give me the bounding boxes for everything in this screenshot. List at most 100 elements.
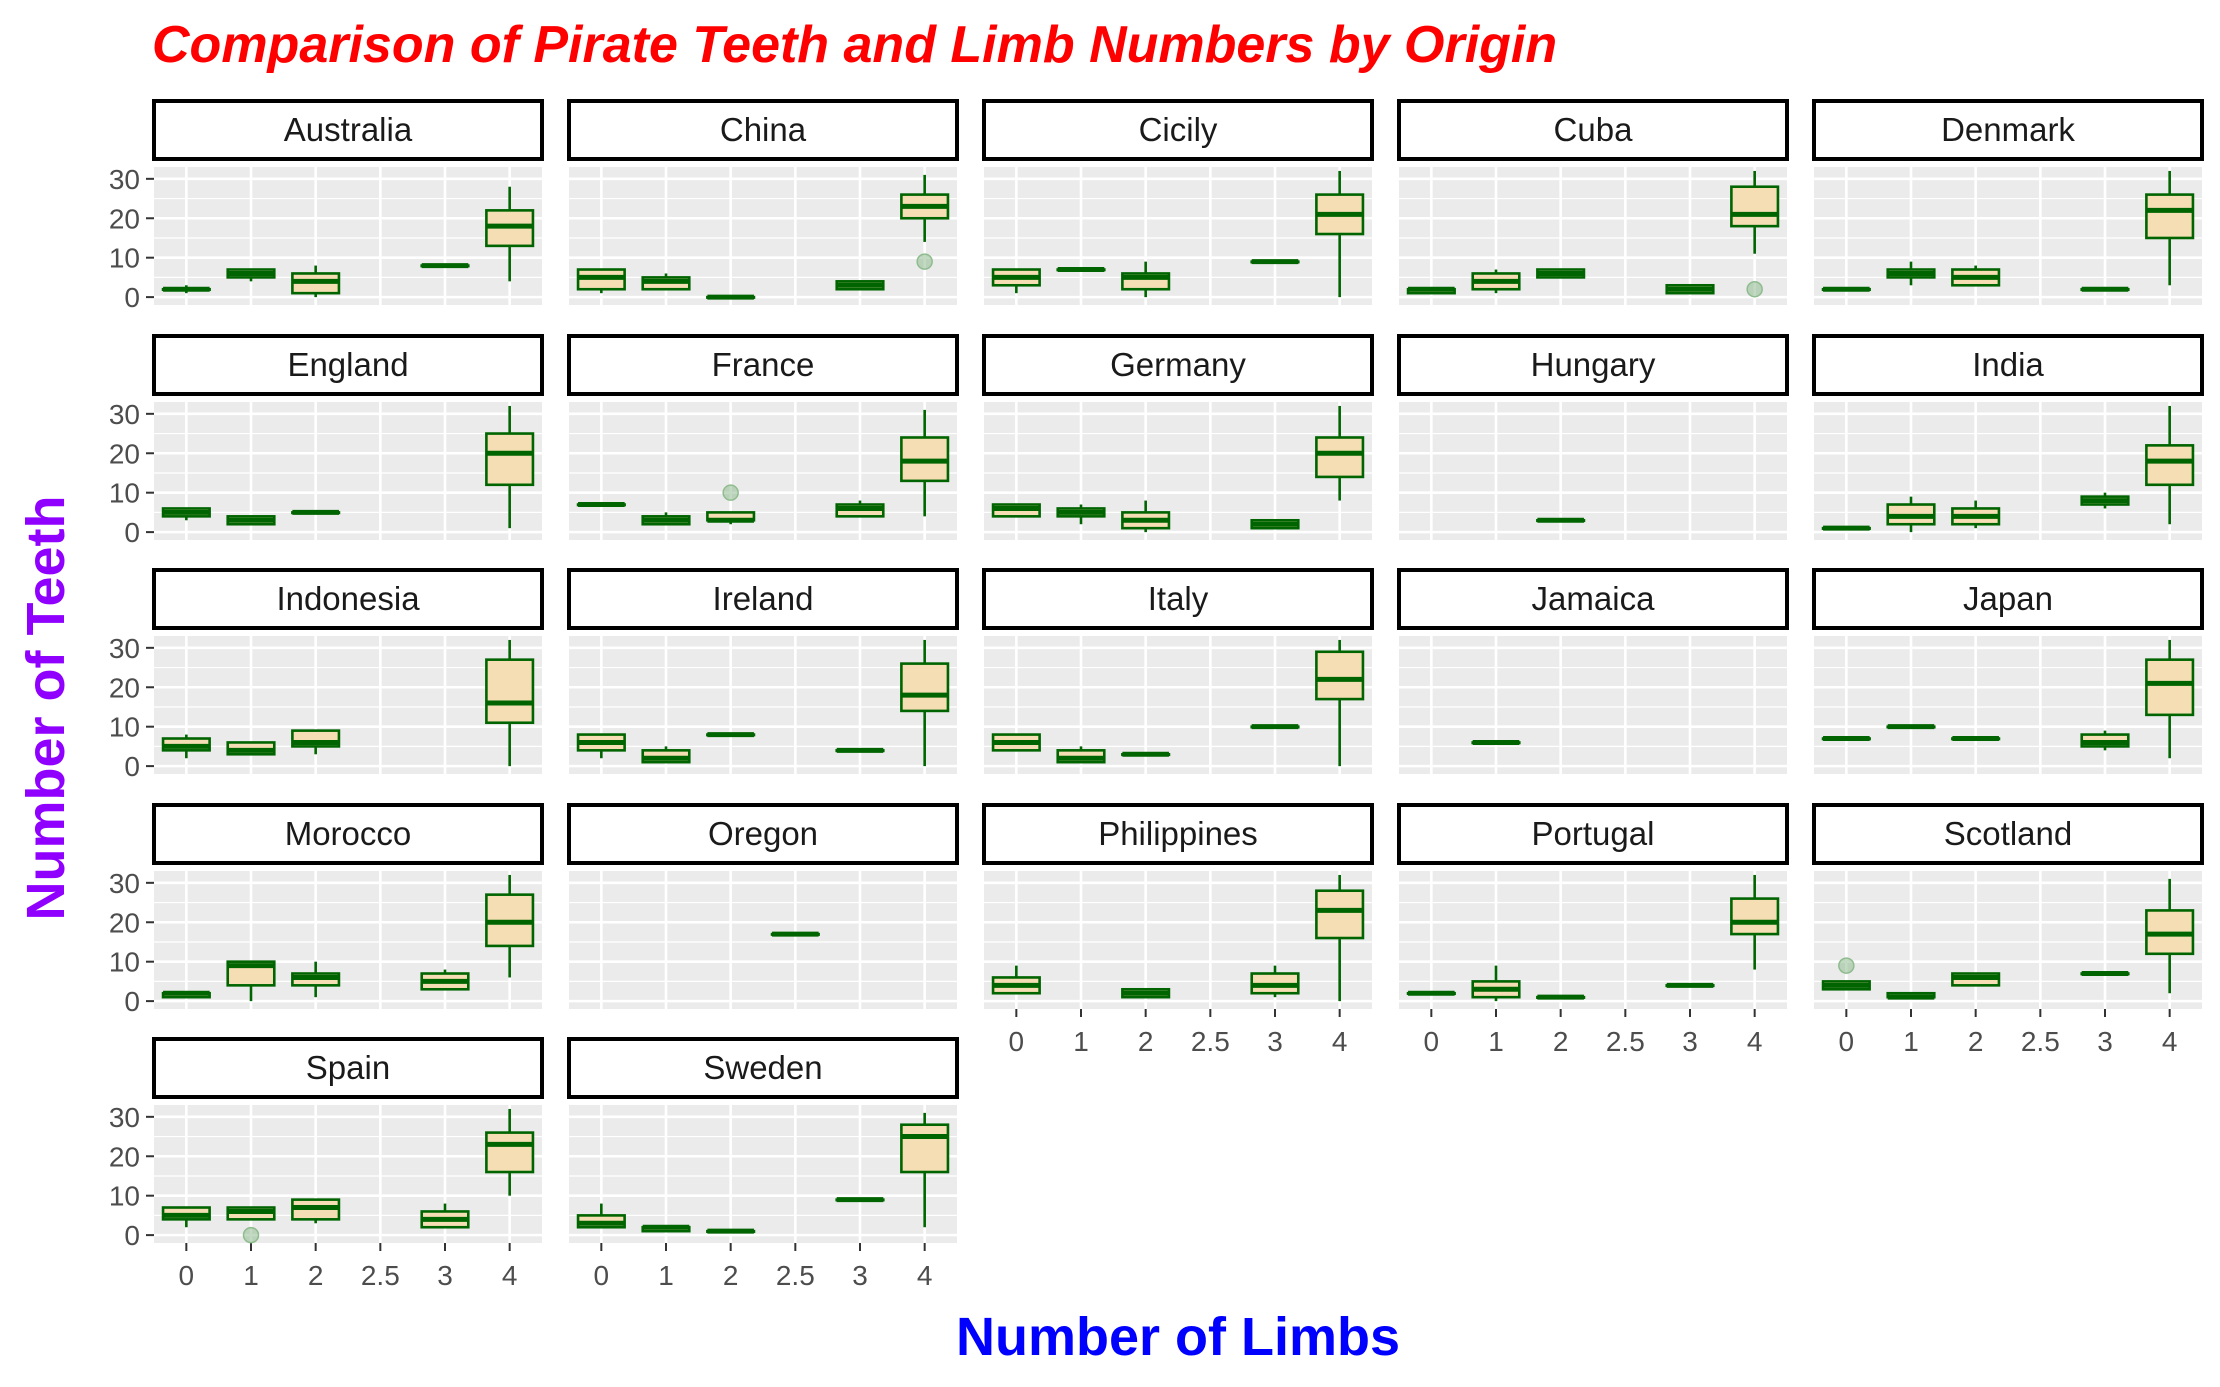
strip-label: Cicily	[1139, 111, 1218, 148]
box-body	[1730, 897, 1780, 936]
x-tick-label: 3	[2097, 1026, 2113, 1057]
box-limbs-3	[1250, 259, 1300, 265]
box-limbs-2	[291, 509, 341, 515]
strip-box	[567, 1037, 959, 1099]
strip-box	[152, 99, 544, 161]
box-limbs-3	[2080, 492, 2130, 509]
x-tick-label: 2	[1968, 1026, 1984, 1057]
facet-panel-oregon: Oregon	[567, 803, 959, 1009]
facet-panel-jamaica: Jamaica	[1397, 568, 1789, 774]
panel-background	[154, 402, 542, 540]
box-body	[1730, 185, 1780, 228]
box-limbs-3	[420, 1203, 470, 1229]
box-limbs-4	[2145, 405, 2195, 525]
strip-label: England	[287, 346, 408, 383]
box-limbs-1	[1886, 991, 1936, 1000]
facet-panel-hungary: Hungary	[1397, 334, 1789, 540]
box-limbs-2.5	[770, 931, 820, 937]
strip-box	[982, 99, 1374, 161]
box-limbs-1	[1886, 261, 1936, 286]
box-limbs-3	[2080, 286, 2130, 292]
strip-box	[1812, 334, 2204, 396]
y-tick-label: 30	[109, 399, 140, 430]
panel-background	[984, 636, 1372, 774]
panel-background	[1814, 402, 2202, 540]
facet-panel-india: India	[1812, 334, 2204, 540]
box-limbs-4	[2145, 878, 2195, 994]
panel-background	[984, 167, 1372, 305]
box-body	[900, 662, 950, 713]
strip-label: Morocco	[285, 815, 412, 852]
x-tick-label: 4	[917, 1260, 933, 1291]
y-axis-title: Number of Teeth	[16, 495, 76, 920]
box-limbs-1	[226, 1206, 276, 1244]
box-limbs-1	[1056, 267, 1106, 273]
x-tick-label: 1	[658, 1260, 674, 1291]
x-tick-label: 1	[243, 1260, 259, 1291]
x-tick-label: 0	[1009, 1026, 1025, 1057]
y-tick-label: 20	[109, 203, 140, 234]
box-limbs-4	[2145, 639, 2195, 759]
facet-panel-philippines: Philippines 0 1 2 2.5 3 4	[982, 803, 1374, 1057]
y-tick-label: 10	[109, 1181, 140, 1212]
box-limbs-0	[161, 507, 211, 521]
box-limbs-3	[1250, 965, 1300, 998]
x-tick-label: 0	[1424, 1026, 1440, 1057]
box-limbs-3	[2080, 971, 2130, 977]
box-limbs-4	[1315, 170, 1365, 298]
facet-panel-portugal: Portugal 0 1 2 2.5 3 4	[1397, 803, 1789, 1057]
x-tick-label: 1	[1488, 1026, 1504, 1057]
strip-box	[152, 803, 544, 865]
box-limbs-1	[226, 960, 276, 1002]
box-limbs-2	[1951, 972, 2001, 987]
box-limbs-2	[1121, 751, 1171, 757]
box-limbs-3	[1250, 724, 1300, 730]
box-limbs-4	[485, 186, 535, 282]
facet-panel-ireland: Ireland	[567, 568, 959, 774]
box-limbs-2	[291, 1198, 341, 1224]
chart-title: Comparison of Pirate Teeth and Limb Numb…	[152, 16, 1557, 74]
box-limbs-2	[291, 729, 341, 755]
box-limbs-3	[835, 500, 885, 518]
outlier-point	[1838, 957, 1855, 974]
outlier-point	[916, 253, 933, 270]
box-limbs-0	[1406, 990, 1456, 996]
box-limbs-2	[1536, 517, 1586, 523]
strip-label: Hungary	[1531, 346, 1656, 383]
box-limbs-1	[1056, 504, 1106, 525]
box-limbs-4	[1730, 874, 1780, 970]
strip-box	[1397, 99, 1789, 161]
box-limbs-3	[1665, 982, 1715, 988]
strip-label: Scotland	[1944, 815, 2072, 852]
strip-box	[1812, 803, 2204, 865]
box-limbs-4	[900, 409, 950, 517]
box-limbs-1	[641, 1224, 691, 1233]
box-limbs-3	[2080, 730, 2130, 751]
y-tick-label: 20	[109, 1141, 140, 1172]
box-limbs-1	[1056, 746, 1106, 764]
facet-panel-china: China	[567, 99, 959, 305]
strip-box	[1397, 803, 1789, 865]
box-limbs-0	[161, 734, 211, 759]
box-body	[2145, 444, 2195, 487]
x-tick-label: 2.5	[776, 1260, 815, 1291]
box-limbs-3	[835, 1197, 885, 1203]
box-limbs-2	[706, 732, 756, 738]
box-limbs-0	[1821, 736, 1871, 742]
strip-label: Indonesia	[276, 580, 420, 617]
strip-box	[152, 568, 544, 630]
box-body	[1315, 889, 1365, 940]
x-axis-title: Number of Limbs	[956, 1307, 1400, 1367]
y-tick-label: 0	[124, 517, 140, 548]
facet-panel-australia: Australia 0 10 20 30	[109, 99, 544, 313]
facet-panel-sweden: Sweden 0 1 2 2.5 3 4	[567, 1037, 959, 1291]
box-limbs-1	[226, 741, 276, 756]
panel-background	[569, 871, 957, 1009]
panel-background	[984, 871, 1372, 1009]
y-tick-label: 20	[109, 438, 140, 469]
x-tick-label: 2	[723, 1260, 739, 1291]
box-limbs-2	[1536, 994, 1586, 1000]
strip-label: Portugal	[1532, 815, 1655, 852]
x-tick-label: 4	[502, 1260, 518, 1291]
